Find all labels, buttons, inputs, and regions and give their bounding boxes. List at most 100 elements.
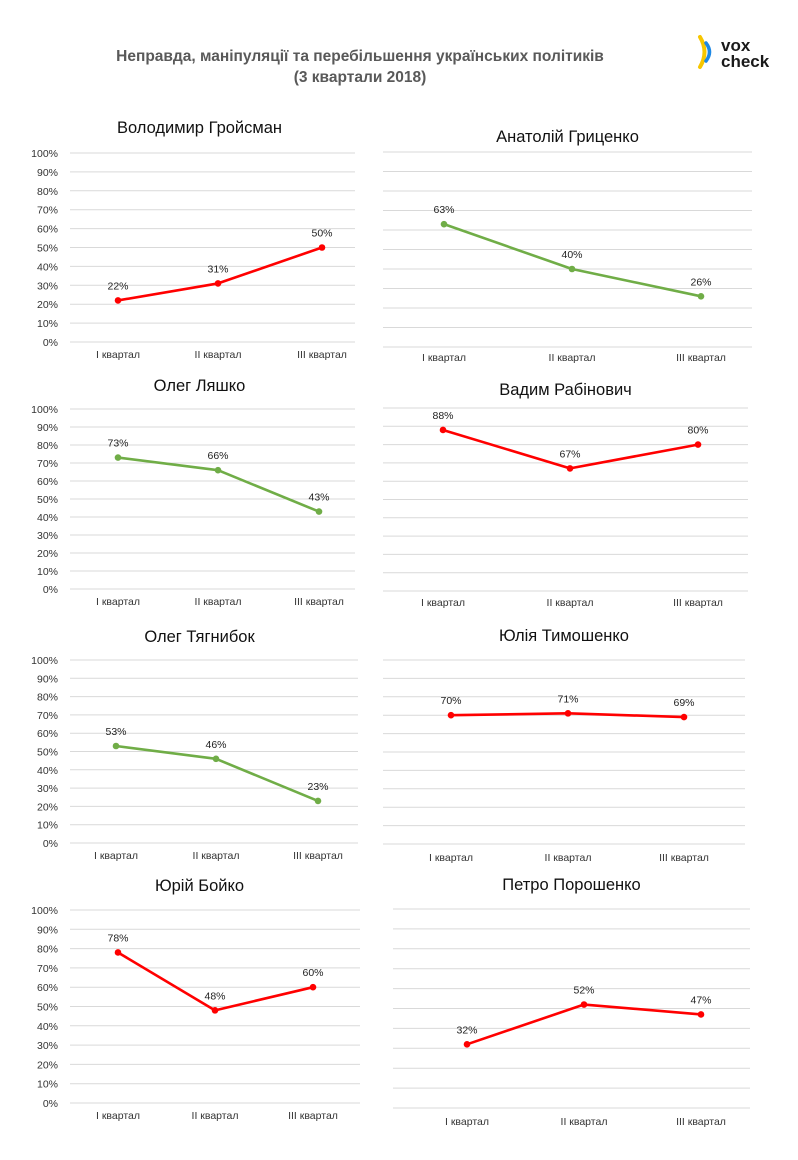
chart-rabinovych: I квартал II квартал III квартал 88% 67% 80% … — [383, 381, 748, 609]
data-label: 80% — [687, 425, 708, 437]
x-tick-label: III квартал — [294, 596, 344, 608]
x-tick-label: III квартал — [293, 850, 343, 862]
logo-text-check: check — [721, 52, 770, 71]
y-tick-label: 0% — [43, 337, 58, 349]
y-tick-label: 70% — [37, 963, 58, 975]
chart-title: Олег Ляшко — [153, 377, 246, 395]
data-label: 63% — [433, 204, 454, 216]
y-tick-label: 50% — [37, 747, 58, 759]
data-point — [440, 220, 448, 228]
data-label: 32% — [456, 1024, 477, 1036]
x-tick-label: III квартал — [676, 1116, 726, 1128]
page-header: Неправда, маніпуляції та перебільшення у… — [80, 46, 640, 88]
y-tick-label: 90% — [37, 422, 58, 434]
x-tick-label: III квартал — [673, 597, 723, 609]
x-tick-label: I квартал — [96, 1110, 140, 1122]
chart-title: Володимир Гройсман — [116, 119, 283, 137]
x-tick-label: I квартал — [422, 352, 466, 364]
data-label: 67% — [559, 448, 580, 460]
data-label: 78% — [107, 932, 128, 944]
y-tick-label: 0% — [43, 838, 58, 850]
data-point — [680, 713, 688, 721]
y-tick-label: 10% — [37, 1079, 58, 1091]
y-tick-label: 80% — [37, 944, 58, 956]
x-tick-label: II квартал — [547, 597, 594, 609]
data-point — [697, 1011, 705, 1018]
y-tick-label: 30% — [37, 530, 58, 542]
x-tick-label: I квартал — [421, 597, 465, 609]
chart-title: Олег Тягнибок — [144, 628, 255, 646]
header-title: Неправда, маніпуляції та перебільшення у… — [116, 48, 604, 65]
y-tick-label: 50% — [37, 494, 58, 506]
x-tick-label: I квартал — [96, 349, 140, 361]
y-tick-label: 60% — [37, 982, 58, 994]
y-tick-label: 50% — [37, 243, 58, 255]
y-tick-label: 30% — [37, 280, 58, 292]
y-tick-label: 20% — [37, 299, 58, 311]
y-tick-label: 40% — [37, 765, 58, 777]
y-tick-label: 10% — [37, 566, 58, 578]
data-label: 48% — [204, 990, 225, 1002]
y-tick-label: 90% — [37, 673, 58, 685]
data-point — [439, 426, 447, 434]
x-tick-label: II квартал — [195, 349, 242, 361]
data-label: 23% — [307, 781, 328, 793]
data-point — [214, 280, 222, 287]
data-point — [212, 755, 220, 763]
data-point — [114, 454, 122, 461]
series-line — [466, 1003, 702, 1046]
y-tick-label: 100% — [31, 905, 58, 917]
data-point — [211, 1007, 219, 1014]
y-tick-label: 80% — [37, 692, 58, 704]
x-tick-label: III квартал — [288, 1110, 338, 1122]
data-label: 60% — [302, 967, 323, 979]
y-tick-label: 90% — [37, 924, 58, 936]
data-label: 46% — [205, 739, 226, 751]
chart-lyashko: 0% 10% 20% 30% 40% 50% 60% 70% 80% 90% 100% I кварт… — [0, 0, 399, 630]
data-point — [568, 265, 576, 273]
data-label: 88% — [432, 410, 453, 422]
y-tick-label: 20% — [37, 1059, 58, 1071]
y-tick-label: 30% — [37, 783, 58, 795]
data-point — [318, 244, 326, 251]
y-tick-label: 20% — [37, 548, 58, 560]
chart-title: Петро Порошенко — [502, 876, 641, 894]
y-tick-label: 90% — [37, 167, 58, 179]
y-tick-label: 0% — [43, 1098, 58, 1110]
data-point — [694, 441, 702, 448]
y-tick-label: 70% — [37, 458, 58, 470]
y-tick-label: 80% — [37, 440, 58, 452]
y-tick-label: 70% — [37, 205, 58, 217]
data-label: 66% — [207, 450, 228, 462]
data-point — [315, 508, 323, 515]
data-label: 26% — [690, 276, 711, 288]
chart-tymoshenko: I квартал II квартал III квартал 70% 71% 69% … — [383, 627, 745, 864]
y-tick-label: 50% — [37, 1002, 58, 1014]
y-tick-label: 60% — [37, 728, 58, 740]
y-tick-label: 30% — [37, 1040, 58, 1052]
chart-grytsenko: I квартал II квартал III квартал 63% 40% 26% … — [0, 0, 798, 380]
data-point — [566, 465, 574, 472]
x-tick-label: II квартал — [549, 352, 596, 364]
y-tick-label: 20% — [37, 801, 58, 813]
y-tick-label: 100% — [31, 148, 58, 160]
y-tick-label: 40% — [37, 1021, 58, 1033]
data-point — [314, 797, 322, 805]
logo-text-vox: vox — [721, 36, 751, 55]
data-label: 22% — [107, 280, 128, 292]
y-tick-label: 40% — [37, 261, 58, 273]
chart-title: Юлія Тимошенко — [499, 627, 629, 645]
x-tick-label: II квартал — [193, 850, 240, 862]
data-label: 73% — [107, 438, 128, 450]
y-tick-label: 80% — [37, 186, 58, 198]
y-tick-label: 60% — [37, 224, 58, 236]
y-tick-label: 10% — [37, 820, 58, 832]
data-label: 47% — [690, 994, 711, 1006]
data-point — [214, 466, 222, 474]
data-point — [114, 949, 122, 956]
x-tick-label: II квартал — [195, 596, 242, 608]
